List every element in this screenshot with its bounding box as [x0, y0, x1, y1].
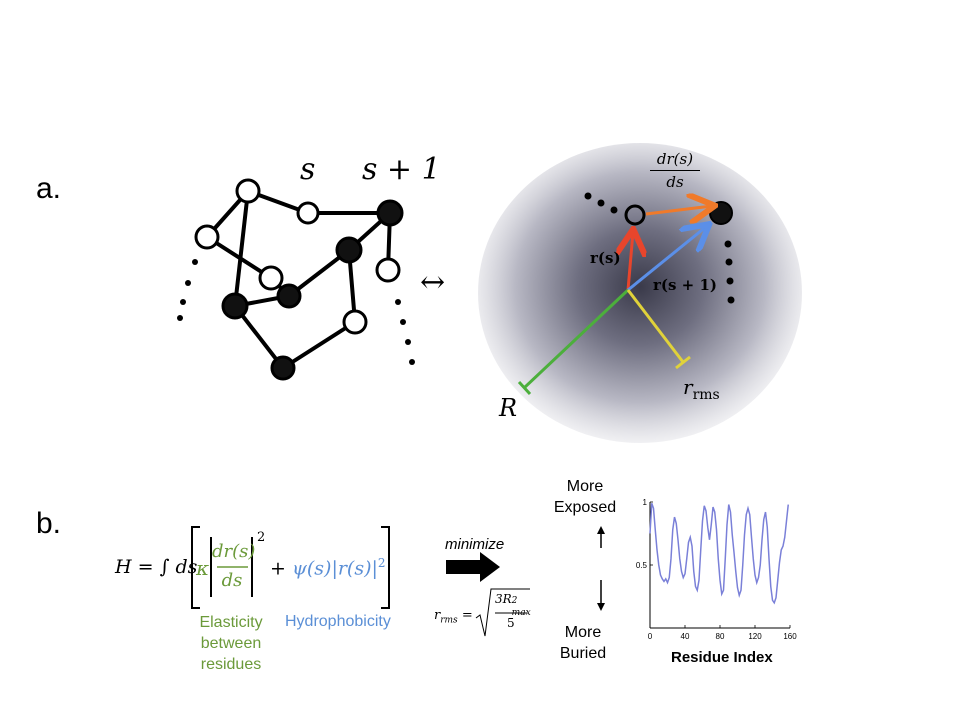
- label-s-plus-1: s + 1: [362, 152, 441, 187]
- rrms-eq: =: [461, 608, 473, 623]
- label-R: R: [499, 394, 518, 422]
- chart-y-tick-label: 1: [643, 498, 648, 507]
- radius-R-line: [517, 288, 630, 396]
- blob-ellipsis-dots: [584, 192, 735, 304]
- panel-a-label: a.: [36, 172, 62, 205]
- psi-term: ψ(s)|r(s)|: [291, 557, 378, 580]
- bead-s: [624, 204, 646, 226]
- dr-ds-numerator: dr(s): [650, 150, 700, 171]
- chart-y-tick-label: 0.5: [636, 561, 648, 570]
- chart-x-tick-label: 80: [716, 632, 725, 641]
- radius-rms-line: [626, 289, 691, 370]
- hydrophobic-term: + ψ(s)|r(s)|2: [270, 556, 386, 580]
- more-buried-label: More Buried: [543, 622, 623, 664]
- vector-r-s: [628, 232, 633, 291]
- exponent-2b: 2: [377, 556, 386, 570]
- hamiltonian-H: H = ∫ ds: [115, 556, 198, 578]
- label-r-s1: r(s + 1): [653, 276, 717, 294]
- chain-ellipsis-dots: [177, 259, 415, 365]
- elasticity-label: Elasticity between residues: [190, 612, 272, 675]
- rrms-num-sub: max: [511, 608, 531, 618]
- chart-x-tick-label: 40: [681, 632, 690, 641]
- exponent-2: 2: [257, 530, 266, 545]
- rrms-numerator: 3R 2 max: [495, 592, 532, 618]
- panel-b-label: b.: [36, 507, 62, 540]
- chart-x-tick-label: 0: [648, 632, 653, 641]
- elasticity-line-2: between: [200, 635, 262, 652]
- vector-r-s1: [627, 226, 707, 292]
- label-r-s: r(s): [590, 249, 621, 267]
- more-buried-line-2: Buried: [559, 645, 607, 662]
- vector-dr-ds: [645, 206, 712, 214]
- chart-x-tick-label: 160: [783, 632, 797, 641]
- more-exposed-line-2: Exposed: [553, 499, 617, 516]
- r-rms-r: r: [683, 375, 693, 399]
- rrms-formula-lhs: rrms =: [434, 608, 473, 626]
- rrms-sub: rms: [440, 615, 458, 626]
- minimize-label: minimize: [445, 536, 505, 553]
- chart-x-label: Residue Index: [671, 649, 773, 666]
- rrms-denominator: 5: [507, 616, 515, 630]
- hydrophobicity-label: Hydrophobicity: [285, 613, 391, 630]
- more-buried-line-1: More: [564, 624, 602, 641]
- chart-x-tick-label: 120: [748, 632, 762, 641]
- chart-series-line: [649, 503, 789, 605]
- kappa-symbol: κ: [196, 556, 210, 580]
- frac-denominator: ds: [221, 570, 243, 591]
- rrms-num-sup: 2: [511, 596, 518, 606]
- r-rms-sub: rms: [692, 387, 720, 403]
- dr-ds-denominator: ds: [666, 173, 684, 191]
- double-arrow-symbol: ↔: [420, 265, 446, 300]
- more-exposed-line-1: More: [566, 478, 604, 495]
- frac-numerator: dr(s): [212, 541, 256, 562]
- more-exposed-label: More Exposed: [545, 476, 625, 518]
- elasticity-line-1: Elasticity: [199, 614, 263, 631]
- label-r-rms: rrms: [683, 375, 720, 403]
- dr-ds-fraction: dr(s) ds: [650, 150, 700, 191]
- rrms-r: r: [434, 608, 441, 623]
- label-s: s: [300, 152, 316, 187]
- polymer-beads: [194, 178, 404, 381]
- elasticity-line-3: residues: [200, 656, 262, 673]
- rrms-num-3R: 3R: [495, 592, 512, 606]
